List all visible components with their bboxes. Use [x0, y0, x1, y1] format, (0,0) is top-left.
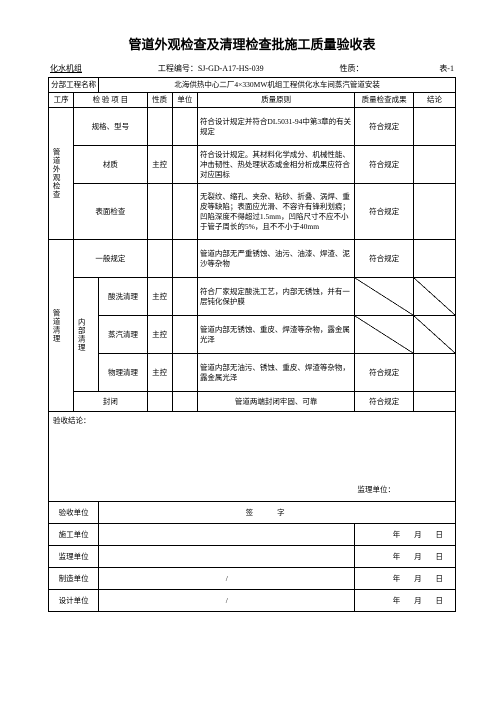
r1-unit [172, 108, 197, 146]
construct-date: 年 月 日 [355, 524, 456, 546]
r6-result [355, 316, 414, 354]
r3-nature [147, 184, 172, 240]
r2-result: 符合规定 [355, 146, 414, 184]
r2-principle: 符合设计规定。其材料化学成分、机械性能、冲击韧性、热处理状态或金相分析成果应符合… [197, 146, 354, 184]
r6-nature: 主控 [147, 316, 172, 354]
col-nature: 性质 [147, 93, 172, 108]
r5-principle: 符合厂家规定酸洗工艺，内部无锈蚀，并有一层钝化保护膜 [197, 278, 354, 316]
r7-principle: 管道内部无油污、锈蚀、重皮、焊渣等杂物，露金属光泽 [197, 354, 354, 392]
r1-principle: 符合设计规定并符合DL5031-94中第3章的有关规定 [197, 108, 354, 146]
r3-principle: 无裂纹、缩孔、夹杂、粘砂、折叠、涡焊、重皮等缺陷；表面应光滑、不容许有锋利划痕；… [197, 184, 354, 240]
r1-result: 符合规定 [355, 108, 414, 146]
r1-item: 规格、型号 [74, 108, 147, 146]
manuf-date: 年 月 日 [355, 568, 456, 590]
r7-nature: 主控 [147, 354, 172, 392]
r5-unit [172, 278, 197, 316]
r3-result: 符合规定 [355, 184, 414, 240]
sub-internal: 内部清理 [74, 278, 99, 392]
r8-conclusion [414, 392, 456, 412]
col-unit: 单位 [172, 93, 197, 108]
r1-nature [147, 108, 172, 146]
r1-conclusion [414, 108, 456, 146]
r5-nature: 主控 [147, 278, 172, 316]
col-check-item: 检 验 项 目 [74, 93, 147, 108]
manuf-unit-label: 制造单位 [49, 568, 99, 590]
r4-conclusion [414, 240, 456, 278]
r4-item: 一般规定 [74, 240, 147, 278]
col-principle: 质量原则 [197, 93, 354, 108]
code-group: 工程编号：SJ-GD-A17-HS-039 [158, 63, 264, 74]
r8-unit [172, 392, 197, 412]
org-label: 化水机组 [50, 63, 82, 74]
r7-result: 符合规定 [355, 354, 414, 392]
r3-unit [172, 184, 197, 240]
sheet-label: 表-1 [439, 63, 454, 74]
r2-item: 材质 [74, 146, 147, 184]
code-label: 工程编号： [158, 64, 198, 73]
r4-result: 符合规定 [355, 240, 414, 278]
construct-sign [99, 524, 355, 546]
r6-item: 蒸汽清理 [99, 316, 147, 354]
r8-result: 符合规定 [355, 392, 414, 412]
r4-principle: 管道内部无严重锈蚀、油污、油漆、焊渣、泥沙等杂物 [197, 240, 354, 278]
r7-unit [172, 354, 197, 392]
acceptance-conclusion-label: 验收结论： [53, 416, 91, 425]
design-sign: / [99, 590, 355, 612]
r4-unit [172, 240, 197, 278]
col-process: 工序 [49, 93, 74, 108]
r8-principle: 管道两端封闭牢固、可靠 [197, 392, 354, 412]
r7-item: 物理清理 [99, 354, 147, 392]
supervise-unit-label: 监理单位 [49, 546, 99, 568]
accept-unit-label: 验收单位 [49, 502, 99, 524]
col-conclusion: 结论 [414, 93, 456, 108]
r2-unit [172, 146, 197, 184]
design-unit-label: 设计单位 [49, 590, 99, 612]
supervise-date: 年 月 日 [355, 546, 456, 568]
group1-label: 管道外观检查 [49, 108, 74, 240]
col-result: 质量检查成果 [355, 93, 414, 108]
design-date: 年 月 日 [355, 590, 456, 612]
r6-conclusion [414, 316, 456, 354]
r5-conclusion [414, 278, 456, 316]
r3-conclusion [414, 184, 456, 240]
proj-name-value: 北海供热中心二厂4×330MW机组工程供化水车间蒸汽管道安装 [99, 78, 456, 93]
group2-label: 管道清理 [49, 240, 74, 412]
construct-unit-label: 施工单位 [49, 524, 99, 546]
main-table: 分部工程名称 北海供热中心二厂4×330MW机组工程供化水车间蒸汽管道安装 工序… [48, 77, 456, 612]
r2-conclusion [414, 146, 456, 184]
r8-nature [147, 392, 172, 412]
r6-unit [172, 316, 197, 354]
acceptance-conclusion-box: 验收结论： 监理单位： [49, 412, 456, 502]
r5-result [355, 278, 414, 316]
header-bar: 化水机组 工程编号：SJ-GD-A17-HS-039 性质： 表-1 [48, 63, 456, 74]
nature-label: 性质： [339, 63, 363, 74]
r8-item: 封闭 [74, 392, 147, 412]
r4-nature [147, 240, 172, 278]
r7-conclusion [414, 354, 456, 392]
r2-nature: 主控 [147, 146, 172, 184]
r3-item: 表面检查 [74, 184, 147, 240]
code-value: SJ-GD-A17-HS-039 [198, 64, 264, 73]
page-title: 管道外观检查及清理检查批施工质量验收表 [48, 34, 456, 53]
supervise-sign [99, 546, 355, 568]
r6-principle: 管道内部无锈蚀、重皮、焊渣等杂物，露金属光泽 [197, 316, 354, 354]
r5-item: 酸洗清理 [99, 278, 147, 316]
proj-name-label: 分部工程名称 [49, 78, 99, 93]
manuf-sign: / [99, 568, 355, 590]
sign-cell: 签字 [99, 502, 456, 524]
supervisor-label: 监理单位： [358, 485, 396, 495]
